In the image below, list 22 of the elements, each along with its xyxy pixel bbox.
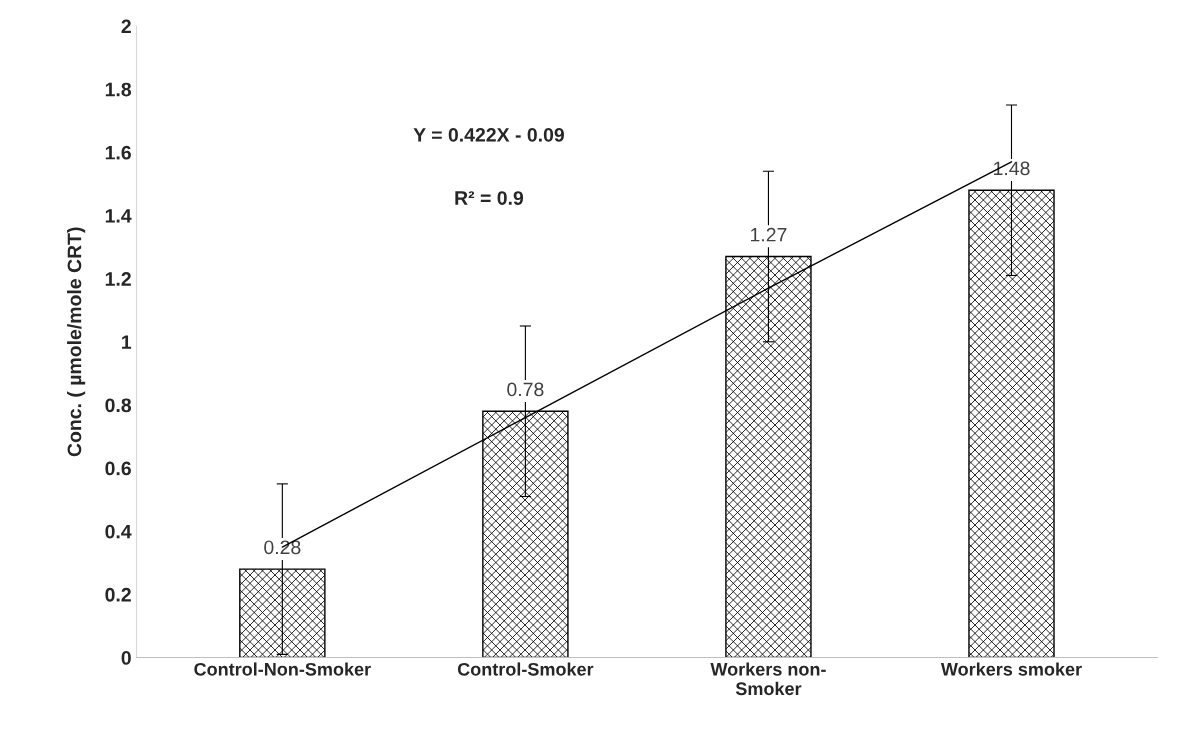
x-tick-label: Workers smoker: [940, 662, 1082, 676]
y-tick-label: 2: [121, 19, 131, 34]
y-tick-label: 1.2: [105, 272, 131, 286]
y-tick-label: 1.4: [105, 209, 132, 223]
y-tick-label: 0.6: [105, 461, 131, 476]
x-tick-label: Control-Non-Smoker: [194, 662, 371, 676]
data-label: 1.48: [994, 161, 1030, 176]
y-tick-label: 0.8: [105, 398, 132, 413]
annotation: Y = 0.422X - 0.09: [413, 127, 564, 142]
annotation: R² = 0.9: [455, 191, 524, 205]
y-tick-label: 0.4: [105, 524, 132, 539]
y-tick-label: 0: [121, 651, 131, 665]
x-tick-label: Workers non- Smoker: [710, 662, 826, 696]
data-label: 0.78: [507, 382, 544, 397]
y-tick-label: 1.6: [105, 145, 131, 160]
x-tick-label: Control-Smoker: [457, 662, 594, 676]
y-tick-label: 1.8: [105, 82, 132, 97]
data-label: 0.28: [264, 540, 301, 555]
y-tick-label: 0.2: [105, 587, 131, 602]
y-tick-label: 1: [122, 335, 132, 349]
data-label: 1.27: [751, 227, 787, 242]
y-axis-title: Conc. ( µmole/mole CRT): [67, 227, 86, 457]
